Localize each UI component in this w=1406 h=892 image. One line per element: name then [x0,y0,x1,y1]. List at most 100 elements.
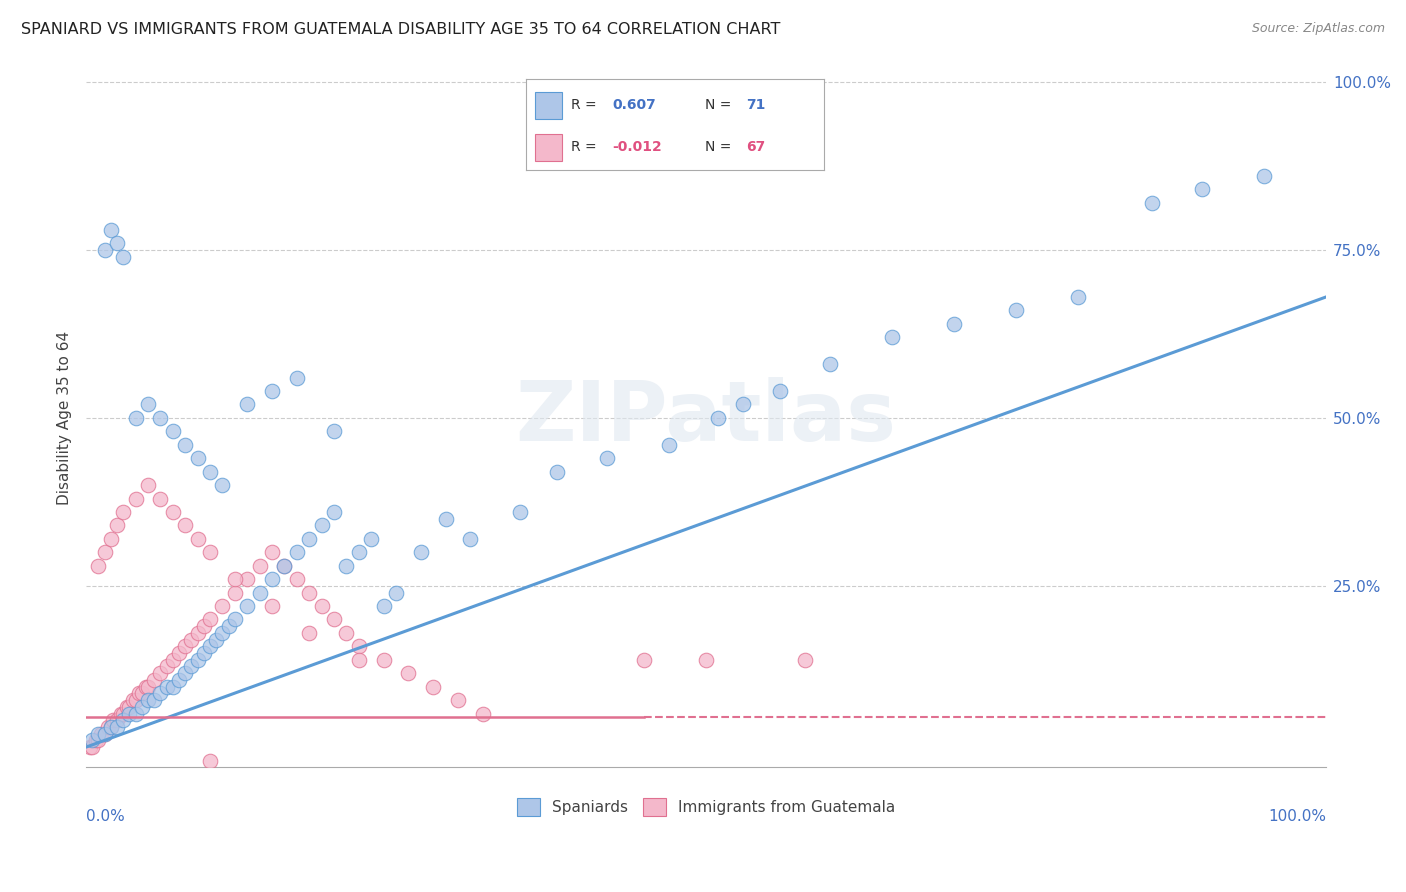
Point [347,640,370,654]
Point [100,720,122,734]
Point [335,626,357,640]
Point [658,438,681,452]
Point [211,599,233,613]
Point [156,659,179,673]
Point [385,585,408,599]
Point [100,720,122,734]
Point [943,317,966,331]
Point [273,558,295,573]
Point [105,720,128,734]
Point [347,653,370,667]
Point [112,706,135,721]
Point [1067,290,1090,304]
Point [136,680,159,694]
Point [180,659,202,673]
Point [110,706,132,721]
Point [82,733,104,747]
Point [174,438,197,452]
Point [471,706,494,721]
Point [1142,195,1164,210]
Point [311,518,333,533]
Point [198,612,221,626]
Point [509,505,531,519]
Point [90,727,112,741]
Point [224,612,246,626]
Point [131,686,153,700]
Point [249,585,271,599]
Point [434,511,457,525]
Point [546,465,568,479]
Point [135,680,157,694]
Point [236,572,259,586]
Point [105,236,128,251]
Point [198,545,221,559]
Point [236,599,259,613]
Point [187,451,209,466]
Point [596,451,619,466]
Point [122,693,145,707]
Point [187,626,209,640]
Point [84,733,107,747]
Point [156,680,179,694]
Point [174,518,197,533]
Point [124,410,146,425]
Point [236,397,259,411]
Point [1005,303,1028,318]
Point [100,223,122,237]
Point [794,653,817,667]
Point [162,680,184,694]
Point [187,653,209,667]
Point [193,619,215,633]
Point [193,646,215,660]
Point [447,693,470,707]
Point [100,532,122,546]
Point [707,410,730,425]
Point [285,370,308,384]
Point [174,640,197,654]
Point [224,572,246,586]
Point [162,505,184,519]
Point [118,706,141,721]
Point [323,425,346,439]
Y-axis label: Disability Age 35 to 64: Disability Age 35 to 64 [58,331,72,505]
Point [149,491,172,506]
Point [262,572,284,586]
Point [149,666,172,681]
Point [285,545,308,559]
Point [249,558,271,573]
Point [335,558,357,573]
Point [298,585,321,599]
Text: ZIPatlas: ZIPatlas [516,377,897,458]
Point [136,478,159,492]
Point [131,699,153,714]
Legend: Spaniards, Immigrants from Guatemala: Spaniards, Immigrants from Guatemala [510,792,901,822]
Point [136,693,159,707]
Point [398,666,420,681]
Point [93,545,115,559]
Point [112,713,135,727]
Point [224,585,246,599]
Point [87,558,110,573]
Point [136,397,159,411]
Point [128,686,150,700]
Point [118,699,141,714]
Point [298,626,321,640]
Point [162,425,184,439]
Point [198,640,221,654]
Point [1191,182,1213,196]
Point [105,518,128,533]
Point [633,653,655,667]
Point [347,545,370,559]
Point [112,250,135,264]
Point [105,713,128,727]
Point [115,699,138,714]
Point [818,357,841,371]
Point [143,693,166,707]
Point [174,666,197,681]
Point [262,384,284,398]
Point [323,505,346,519]
Point [373,653,395,667]
Point [733,397,755,411]
Point [695,653,717,667]
Point [205,632,228,647]
